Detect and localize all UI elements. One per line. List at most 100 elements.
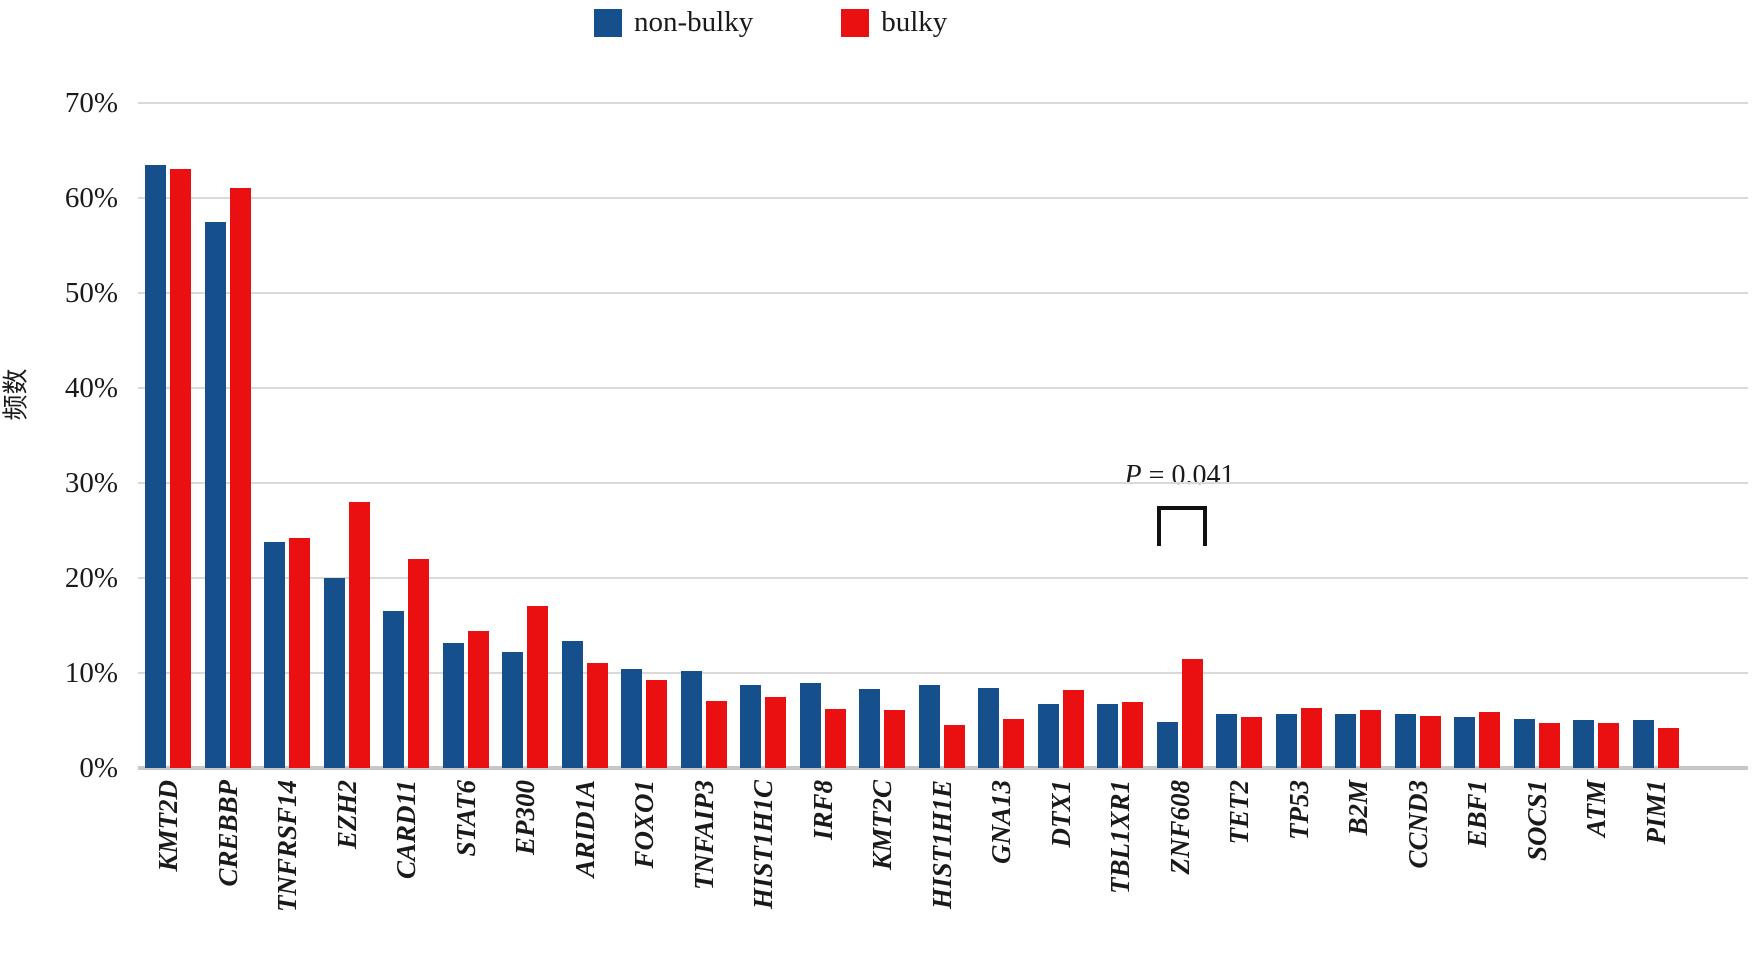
gridline-60 xyxy=(138,197,1748,199)
x-axis-label-text: KMT2D xyxy=(153,780,183,872)
x-axis-label-text: B2M xyxy=(1343,780,1373,836)
y-tick-label-50: 50% xyxy=(64,277,118,309)
x-axis-label-STAT6: STAT6 xyxy=(450,780,481,862)
bar-bulky-EBF1 xyxy=(1479,712,1500,768)
x-axis-label-text: STAT6 xyxy=(450,780,481,857)
x-axis-label-text: ARID1A xyxy=(569,780,600,878)
gridline-20 xyxy=(138,577,1748,579)
bar-non-bulky-ATM xyxy=(1573,720,1594,768)
bar-bulky-EP300 xyxy=(527,606,548,768)
legend-item-non-bulky: non-bulky xyxy=(594,8,753,37)
bar-bulky-KMT2D xyxy=(170,169,191,768)
bar-bulky-PIM1 xyxy=(1657,728,1679,768)
x-axis-label-GNA13: GNA13 xyxy=(986,780,1016,869)
x-axis-label-text: PIM1 xyxy=(1640,780,1671,845)
x-axis-label-HIST1H1E: HIST1H1E xyxy=(927,780,957,914)
x-axis-label-text: TBL1XR1 xyxy=(1105,780,1135,895)
legend-swatch-non-bulky xyxy=(594,8,622,37)
legend-item-bulky: bulky xyxy=(841,8,947,37)
bar-non-bulky-TET2 xyxy=(1216,714,1237,768)
x-axis-label-TNFRSF14: TNFRSF14 xyxy=(272,780,302,917)
bar-bulky-TNFRSF14 xyxy=(289,538,310,768)
x-axis-label-CARD11: CARD11 xyxy=(391,780,421,884)
x-axis-label-ARID1A: ARID1A xyxy=(569,780,600,883)
p-value-symbol: P xyxy=(1124,460,1142,491)
gridline-70 xyxy=(138,102,1748,104)
legend-label: bulky xyxy=(881,6,948,38)
legend-swatch-bulky xyxy=(841,8,870,37)
y-tick-label-20: 20% xyxy=(64,562,118,594)
bar-non-bulky-EP300 xyxy=(502,652,523,768)
bar-non-bulky-TNFRSF14 xyxy=(264,542,285,768)
y-tick-label-60: 60% xyxy=(64,182,118,214)
x-axis-label-ZNF608: ZNF608 xyxy=(1165,780,1195,880)
x-axis-label-text: DTX1 xyxy=(1045,780,1076,848)
x-axis-label-TP53: TP53 xyxy=(1283,780,1314,845)
bar-bulky-FOXO1 xyxy=(646,680,667,768)
x-axis-label-text: GNA13 xyxy=(986,780,1016,865)
legend: non-bulky bulky xyxy=(594,8,947,37)
x-axis-label-EBF1: EBF1 xyxy=(1462,780,1492,853)
bar-non-bulky-KMT2C xyxy=(859,689,880,768)
x-axis-label-KMT2D: KMT2D xyxy=(153,780,183,877)
bar-non-bulky-EZH2 xyxy=(323,578,345,768)
x-axis-label-text: TNFRSF14 xyxy=(272,780,302,913)
bar-non-bulky-STAT6 xyxy=(442,643,464,768)
bar-non-bulky-TP53 xyxy=(1275,714,1297,768)
x-axis-label-EP300: EP300 xyxy=(510,780,540,860)
x-axis-label-text: FOXO1 xyxy=(629,780,659,869)
bar-bulky-HIST1H1E xyxy=(943,725,965,768)
bar-non-bulky-CARD11 xyxy=(383,611,404,768)
gridline-40 xyxy=(138,387,1748,389)
bar-bulky-KMT2C xyxy=(884,710,905,768)
x-axis-label-text: EZH2 xyxy=(331,780,362,850)
bar-non-bulky-IRF8 xyxy=(799,683,821,768)
bar-non-bulky-ZNF608 xyxy=(1156,722,1178,768)
bar-non-bulky-DTX1 xyxy=(1037,704,1059,768)
gridline-10 xyxy=(138,672,1748,674)
y-tick-label-30: 30% xyxy=(64,467,118,499)
x-axis-label-ATM: ATM xyxy=(1581,780,1611,842)
x-axis-label-text: TNFAIP3 xyxy=(688,780,719,891)
bar-bulky-TET2 xyxy=(1241,717,1262,768)
x-axis-label-PIM1: PIM1 xyxy=(1640,780,1671,850)
y-tick-label-10: 10% xyxy=(64,657,118,689)
bar-non-bulky-GNA13 xyxy=(978,688,999,768)
x-axis-label-text: EBF1 xyxy=(1462,780,1492,848)
x-axis-label-EZH2: EZH2 xyxy=(331,780,362,854)
bar-bulky-DTX1 xyxy=(1062,690,1084,768)
bar-bulky-EZH2 xyxy=(348,502,370,768)
x-axis-label-CCND3: CCND3 xyxy=(1403,780,1433,874)
legend-label: non-bulky xyxy=(634,6,754,38)
x-axis-label-text: CREBBP xyxy=(212,780,243,887)
x-axis-label-text: ATM xyxy=(1581,780,1611,838)
bar-bulky-CCND3 xyxy=(1419,716,1441,768)
bar-non-bulky-PIM1 xyxy=(1632,720,1654,768)
x-axis-label-KMT2C: KMT2C xyxy=(867,780,897,875)
bar-bulky-TBL1XR1 xyxy=(1122,702,1143,768)
gridline-50 xyxy=(138,292,1748,294)
gridline-30 xyxy=(138,482,1748,484)
x-axis-label-SOCS1: SOCS1 xyxy=(1521,780,1552,866)
x-axis-label-text: TP53 xyxy=(1283,780,1314,840)
bar-bulky-ZNF608 xyxy=(1181,659,1203,768)
x-axis-label-text: CARD11 xyxy=(391,780,421,880)
x-axis-label-text: SOCS1 xyxy=(1521,780,1552,862)
x-axis-label-text: EP300 xyxy=(510,780,540,856)
y-tick-label-0: 0% xyxy=(79,752,118,784)
p-value-text: = 0.041 xyxy=(1141,460,1235,491)
bar-bulky-HIST1H1C xyxy=(765,697,786,768)
bar-bulky-ARID1A xyxy=(586,663,608,768)
y-tick-label-70: 70% xyxy=(64,87,118,119)
bar-non-bulky-B2M xyxy=(1335,714,1356,768)
bar-bulky-TP53 xyxy=(1300,708,1322,768)
bar-non-bulky-CCND3 xyxy=(1394,714,1416,768)
bar-non-bulky-EBF1 xyxy=(1454,717,1475,768)
bar-non-bulky-CREBBP xyxy=(204,222,226,768)
p-value-annotation: P = 0.041 xyxy=(1080,462,1280,490)
x-axis-label-text: IRF8 xyxy=(807,780,838,841)
bar-non-bulky-TNFAIP3 xyxy=(680,671,702,768)
bar-non-bulky-FOXO1 xyxy=(621,669,642,768)
x-axis-label-DTX1: DTX1 xyxy=(1045,780,1076,853)
